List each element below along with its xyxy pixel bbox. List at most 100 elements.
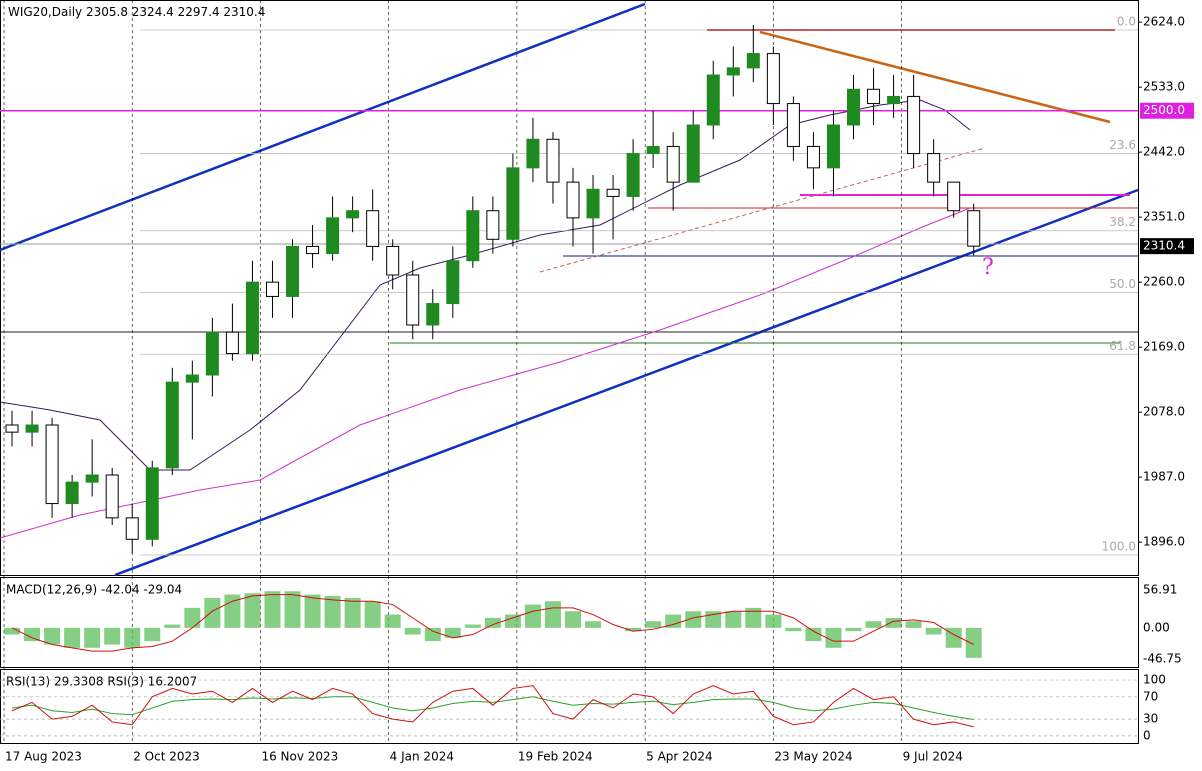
- pane-title: RSI(13) 29.3308 RSI(3) 16.2007: [6, 675, 197, 689]
- histogram-bar: [524, 604, 541, 628]
- histogram-bar: [164, 624, 181, 628]
- ma-long-line: [0, 207, 971, 539]
- histogram-bar: [885, 617, 902, 628]
- candle-body: [566, 181, 580, 219]
- drawings: [0, 2, 1139, 577]
- histogram-bar: [64, 627, 81, 648]
- histogram-bar: [504, 614, 521, 628]
- x-tick-label: 4 Jan 2024: [390, 750, 454, 764]
- histogram-bar: [825, 627, 842, 648]
- y-tick-label: 2351.0: [1143, 210, 1185, 224]
- y-tick-label: -46.75: [1143, 651, 1182, 665]
- pane-title: MACD(12,26,9) -42.04 -29.04: [6, 583, 182, 597]
- histogram-bar: [24, 627, 41, 642]
- histogram-bar: [585, 621, 602, 628]
- candle-body: [265, 281, 279, 297]
- candle-body: [5, 424, 19, 433]
- candle-body: [666, 145, 680, 183]
- histogram-bar: [124, 627, 141, 648]
- histogram-bar: [765, 614, 782, 628]
- candle-body: [25, 424, 39, 433]
- candle-body: [306, 245, 320, 255]
- candle-body: [386, 245, 400, 276]
- candle-body: [626, 153, 640, 197]
- level-tag: [1140, 102, 1194, 119]
- histogram-bar: [344, 597, 361, 628]
- candle-body: [185, 374, 199, 383]
- last-price-label: 2310.4: [1143, 239, 1185, 253]
- ma-slow-line: [0, 99, 971, 471]
- candle-body: [125, 517, 139, 540]
- fib-label: 61.8: [1109, 339, 1136, 353]
- fib-label: 100.0: [1102, 540, 1136, 554]
- histogram-bar: [444, 627, 461, 638]
- histogram-bar: [785, 627, 802, 632]
- candle-body: [806, 145, 820, 169]
- x-tick-label: 9 Jul 2024: [903, 750, 963, 764]
- candle-body: [847, 88, 860, 126]
- signal-line: [11, 594, 974, 652]
- candle-body: [887, 95, 901, 105]
- histogram-bar: [244, 593, 261, 628]
- x-tick-label: 2 Oct 2023: [133, 750, 200, 764]
- histogram-bar: [965, 627, 982, 658]
- histogram-bar: [424, 627, 441, 642]
- annotation: ?: [982, 255, 994, 280]
- histogram-bar: [204, 597, 221, 628]
- x-tick-label: 19 Feb 2024: [518, 750, 593, 764]
- histogram-bar: [84, 627, 101, 648]
- candle-body: [145, 467, 159, 540]
- histogram-bar: [464, 624, 481, 628]
- candle-body: [746, 53, 760, 69]
- candle-body: [426, 303, 440, 326]
- histogram-bar: [725, 611, 742, 628]
- candle-body: [786, 103, 800, 147]
- channel-upper: [0, 2, 646, 252]
- candle-body: [85, 474, 99, 483]
- candle-body: [326, 217, 340, 255]
- fib-label: 23.6: [1109, 138, 1136, 152]
- y-tick-label: 56.91: [1143, 582, 1177, 596]
- candle-body: [526, 138, 540, 169]
- y-tick-label: 70: [1143, 689, 1158, 703]
- candle-body: [686, 124, 700, 183]
- y-tick-label: 1987.0: [1143, 470, 1185, 484]
- candle-body: [245, 281, 259, 355]
- histogram-bar: [745, 607, 762, 628]
- y-tick-label: 2442.0: [1143, 145, 1185, 159]
- candle-body: [967, 210, 981, 247]
- fib-label: 50.0: [1109, 277, 1136, 291]
- candle-body: [446, 260, 460, 305]
- candle-body: [506, 167, 520, 240]
- histogram-bar: [865, 621, 882, 628]
- candle-body: [366, 210, 380, 247]
- candle-body: [286, 245, 300, 297]
- rsi-line: [11, 696, 974, 721]
- candle-body: [606, 188, 620, 197]
- candle-body: [826, 124, 840, 169]
- ohlc-values: 2305.8 2324.4 2297.4 2310.4: [86, 5, 265, 19]
- level-label: 2500.0: [1143, 103, 1185, 117]
- histogram-bar: [945, 627, 962, 648]
- candle-body: [205, 331, 219, 376]
- histogram-bar: [665, 614, 682, 628]
- histogram-bar: [324, 595, 341, 628]
- histogram-bar: [404, 627, 421, 635]
- y-tick-label: 0: [1143, 728, 1151, 742]
- rsi-pane: [0, 669, 1139, 744]
- candle-body: [105, 474, 119, 519]
- histogram-bar: [805, 627, 822, 642]
- histogram-bar: [104, 627, 121, 645]
- channel-lower: [114, 188, 1139, 577]
- x-tick-label: 16 Nov 2023: [261, 750, 338, 764]
- fib-label: 38.2: [1109, 215, 1136, 229]
- candle-body: [346, 210, 360, 219]
- candle-body: [486, 210, 500, 240]
- histogram-bar: [544, 601, 561, 628]
- candle-body: [165, 381, 179, 469]
- candle-body: [867, 88, 881, 105]
- x-tick-label: 17 Aug 2023: [5, 750, 82, 764]
- histogram-bar: [44, 627, 61, 645]
- y-tick-label: 100: [1143, 673, 1166, 687]
